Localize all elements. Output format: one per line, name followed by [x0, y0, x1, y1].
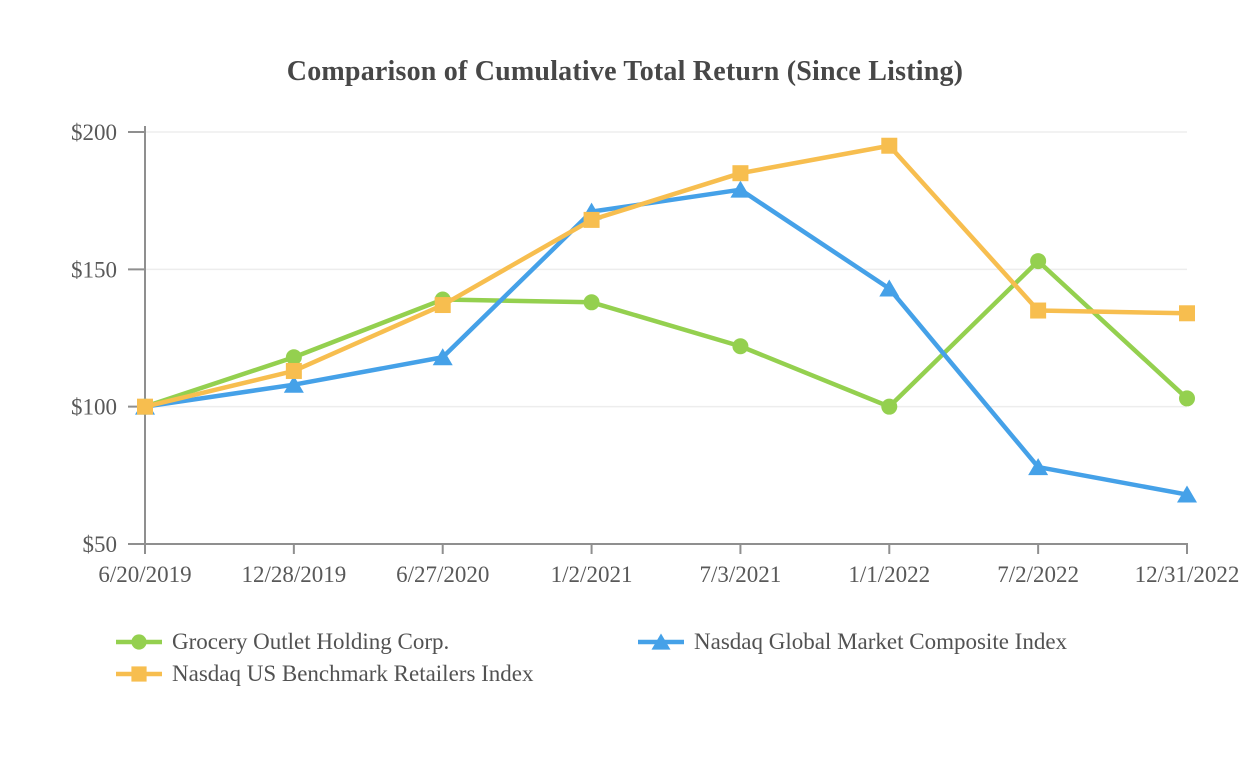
triangle-marker	[1028, 458, 1049, 476]
circle-marker	[285, 349, 302, 366]
gridlines	[145, 131, 1187, 408]
legend-marker-triangle-icon	[638, 632, 684, 652]
legend-label: Nasdaq Global Market Composite Index	[694, 629, 1068, 654]
square-marker	[434, 297, 451, 314]
legend-label: Grocery Outlet Holding Corp.	[172, 629, 450, 654]
square-marker	[1179, 305, 1195, 322]
square-marker	[881, 137, 898, 154]
legend-marker-svg	[116, 666, 162, 682]
square-marker	[732, 165, 749, 182]
square-marker	[137, 398, 153, 415]
triangle-marker	[651, 633, 671, 650]
y-tick-label: $100	[71, 395, 117, 420]
chart-title: Comparison of Cumulative Total Return (S…	[286, 56, 964, 87]
y-axis-ticks: $50 $100 $150 $200	[71, 120, 145, 557]
series-2	[137, 137, 1195, 415]
series-1	[135, 180, 1197, 503]
legend-label: Nasdaq US Benchmark Retailers Index	[172, 661, 534, 686]
triangle-marker	[432, 348, 453, 366]
line-chart: $50 $100 $150 $200 6/20/2019 12/28/2019 6/27/2…	[71, 120, 1239, 587]
legend-item-nasdaq-retailers: Nasdaq US Benchmark Retailers Index	[116, 661, 534, 687]
series-line	[142, 187, 1190, 497]
circle-marker	[1179, 390, 1195, 407]
circle-marker	[1030, 253, 1047, 270]
triangle-marker	[879, 279, 900, 297]
x-tick-label: 6/27/2020	[396, 562, 489, 587]
legend-marker-svg	[638, 633, 684, 650]
triangle-marker	[1177, 485, 1197, 503]
triangle-marker	[283, 375, 304, 393]
circle-marker	[881, 398, 898, 415]
square-marker	[131, 666, 147, 682]
legend-marker-svg	[116, 634, 162, 650]
x-tick-label: 7/2/2022	[997, 562, 1079, 587]
axes	[144, 126, 1188, 553]
x-axis-ticks: 6/20/2019 12/28/2019 6/27/2020 1/2/2021 7/3/…	[98, 544, 1239, 587]
square-marker	[1030, 302, 1047, 319]
triangle-marker	[730, 180, 751, 198]
x-tick-label: 12/28/2019	[241, 562, 346, 587]
x-tick-label: 6/20/2019	[98, 562, 191, 587]
series-line	[142, 143, 1190, 409]
square-marker	[285, 362, 302, 379]
x-tick-label: 1/2/2021	[551, 562, 633, 587]
square-marker	[583, 211, 600, 228]
y-tick-label: $200	[71, 120, 117, 145]
legend-item-grocery-outlet: Grocery Outlet Holding Corp.	[116, 629, 449, 655]
circle-marker	[732, 338, 749, 355]
x-tick-label: 12/31/2022	[1135, 562, 1240, 587]
legend-marker-circle-icon	[116, 632, 162, 652]
legend-marker-square-icon	[116, 664, 162, 684]
circle-marker	[583, 294, 600, 311]
circle-marker	[131, 634, 147, 650]
x-tick-label: 7/3/2021	[700, 562, 782, 587]
x-tick-label: 1/1/2022	[848, 562, 930, 587]
legend-item-nasdaq-composite: Nasdaq Global Market Composite Index	[638, 629, 1067, 655]
y-tick-label: $150	[71, 257, 117, 282]
y-tick-label: $50	[83, 532, 118, 557]
